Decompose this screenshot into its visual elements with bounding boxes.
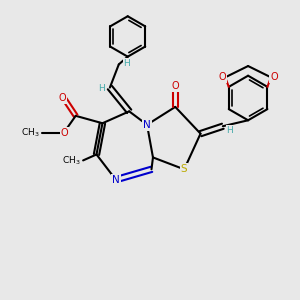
Text: H: H bbox=[123, 59, 130, 68]
Text: O: O bbox=[270, 72, 278, 82]
Text: H: H bbox=[98, 84, 105, 93]
Text: N: N bbox=[112, 175, 120, 185]
Text: O: O bbox=[218, 72, 226, 82]
Text: O: O bbox=[58, 93, 66, 103]
Text: N: N bbox=[143, 120, 151, 130]
Text: CH$_3$: CH$_3$ bbox=[62, 154, 81, 167]
Text: O: O bbox=[61, 128, 68, 138]
Text: CH$_3$: CH$_3$ bbox=[20, 127, 39, 139]
Text: S: S bbox=[181, 164, 188, 174]
Text: H: H bbox=[226, 126, 233, 135]
Text: O: O bbox=[172, 81, 179, 91]
